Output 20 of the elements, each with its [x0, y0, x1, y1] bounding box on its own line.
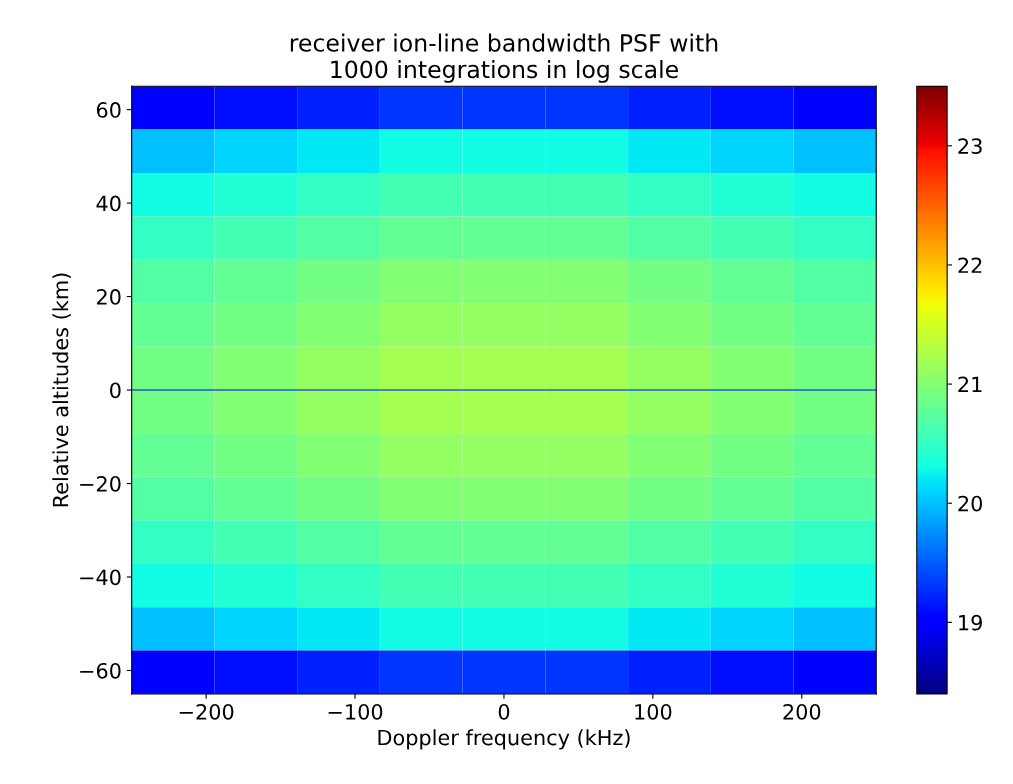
color-bar-label: 23: [958, 138, 982, 155]
y-tick-label: 40: [96, 195, 121, 212]
color-bar-label: 21: [958, 376, 982, 392]
x-tick-label: 0: [498, 703, 510, 720]
chart-title: receiver ion-line bandwidth PSF with 1000 integrations in log scale: [290, 33, 718, 83]
y-axis-title: Relative altitudes (km): [52, 273, 71, 507]
color-bar-label: 22: [958, 257, 982, 273]
y-tick-label: 60: [96, 102, 121, 118]
x-tick-label: 100: [635, 703, 672, 720]
y-tick-label: −60: [80, 662, 121, 679]
y-tick-label: −40: [80, 569, 121, 586]
y-tick-label: 20: [96, 289, 121, 305]
x-tick-label: −200: [179, 703, 234, 720]
y-tick-label: −20: [80, 475, 121, 492]
y-tick-label: 0: [110, 382, 121, 399]
color-bar-label: 19: [959, 614, 982, 631]
x-tick-label: −100: [328, 703, 383, 720]
x-tick-label: 200: [783, 703, 821, 720]
x-axis-title: Doppler frequency (kHz): [378, 729, 630, 750]
color-bar-label: 20: [958, 495, 982, 512]
